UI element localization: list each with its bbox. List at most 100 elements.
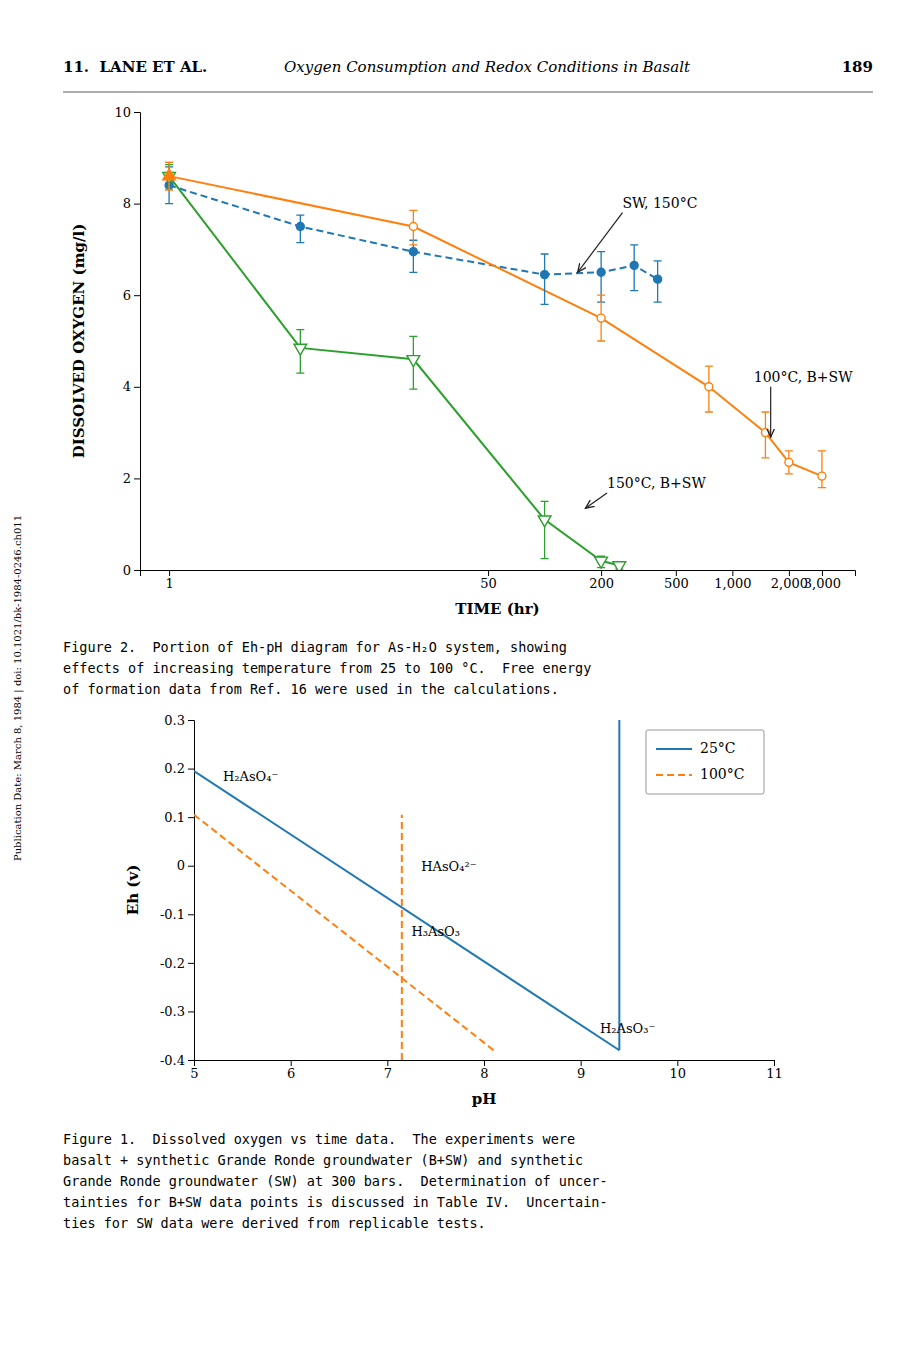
y-tick-label: 10: [114, 105, 131, 120]
x-tick: 500: [664, 570, 689, 591]
x-tick-mark: [789, 570, 790, 576]
annotation-arrow: [585, 493, 607, 508]
error-bar: [296, 215, 304, 242]
error-bar: [541, 501, 549, 558]
error-bar: [597, 295, 605, 341]
error-bar: [654, 261, 662, 302]
y-tick-mark: [188, 1011, 194, 1012]
y-tick-label: -0.3: [160, 1004, 185, 1019]
sidebar: Publication Date: March 8, 1984 | doi: 1…: [12, 515, 24, 861]
y-tick: 0.2: [164, 761, 194, 776]
legend-box: [646, 730, 764, 794]
y-tick: 8: [123, 196, 140, 211]
y-tick-mark: [188, 914, 194, 915]
caption-line: of formation data from Ref. 16 were used…: [63, 681, 559, 697]
caption-line: basalt + synthetic Grande Ronde groundwa…: [63, 1152, 583, 1168]
legend-swatch: [656, 748, 692, 750]
x-tick: 7: [384, 1060, 392, 1081]
x-tick-label: 10: [670, 1066, 687, 1081]
x-tick-label: 6: [287, 1066, 295, 1081]
x-tick-mark: [291, 1060, 292, 1066]
x-axis: 1502005001,0002,0003,000: [141, 570, 856, 591]
x-axis-title: pH: [472, 1090, 497, 1108]
y-tick: -0.3: [160, 1004, 194, 1019]
caption-line: tainties for B+SW data points is discuss…: [63, 1194, 608, 1210]
x-axis-line: [141, 571, 856, 577]
x-tick-mark: [601, 570, 602, 576]
x-tick: 50: [480, 570, 497, 591]
series-marker: [785, 458, 793, 466]
y-axis: -0.4-0.3-0.2-0.100.10.20.3: [160, 713, 195, 1068]
legend-label: 100°C: [700, 766, 744, 782]
caption-line: effects of increasing temperature from 2…: [63, 660, 591, 676]
header-left: 11. LANE ET AL.: [63, 58, 207, 76]
x-axis-title: TIME (hr): [455, 600, 539, 618]
x-tick-label: 8: [480, 1066, 488, 1081]
annotation: 150°C, B+SW: [607, 475, 706, 491]
annotations: H₂AsO₄⁻HAsO₄²⁻H₃AsO₃H₂AsO₃⁻: [223, 769, 655, 1037]
series-marker: [597, 314, 605, 322]
x-tick-label: 11: [766, 1066, 783, 1081]
y-tick-label: 0.2: [164, 761, 185, 776]
series-line: [169, 176, 822, 476]
error-bar: [409, 210, 417, 244]
y-tick-mark: [188, 769, 194, 770]
x-tick: 11: [766, 1060, 783, 1081]
y-tick-label: 4: [123, 379, 131, 394]
x-tick-label: 9: [577, 1066, 585, 1081]
series-marker: [761, 429, 769, 437]
y-tick: 0: [123, 563, 140, 578]
x-tick-label: 3,000: [804, 576, 841, 591]
x-tick: 6: [287, 1060, 295, 1081]
x-tick: 200: [589, 570, 614, 591]
x-tick-mark: [676, 570, 677, 576]
series-marker: [705, 383, 713, 391]
y-tick-label: -0.4: [160, 1053, 185, 1068]
series-marker: [163, 169, 176, 180]
series-marker: [595, 557, 608, 568]
error-bar: [597, 252, 605, 302]
legend-swatch: [656, 774, 692, 776]
y-tick: 0.1: [164, 810, 194, 825]
x-tick-mark: [387, 1060, 388, 1066]
y-tick-mark: [188, 866, 194, 867]
y-tick: 6: [123, 288, 140, 303]
error-bar: [630, 245, 638, 291]
annotation: 100°C, B+SW: [754, 369, 853, 385]
y-tick-mark: [188, 1060, 194, 1061]
y-axis-title: Eh (v): [124, 865, 142, 915]
legend: 25°C100°C: [646, 730, 764, 794]
annotations: SW, 150°C100°C, B+SW150°C, B+SW: [578, 195, 854, 509]
y-tick-mark: [134, 570, 140, 571]
series-marker: [630, 261, 638, 269]
error-bar: [705, 366, 713, 412]
x-tick-mark: [581, 1060, 582, 1066]
plot-area: [163, 162, 826, 570]
series-marker: [294, 344, 307, 355]
annotation: H₂AsO₃⁻: [600, 1021, 655, 1036]
y-axis-line: [188, 721, 195, 1061]
x-tick-mark: [488, 570, 489, 576]
plot-area: [194, 720, 619, 1060]
x-tick-mark: [677, 1060, 678, 1066]
series-line: [169, 176, 619, 565]
header-center: Oxygen Consumption and Redox Conditions …: [284, 58, 691, 76]
x-tick: 2,000: [771, 570, 808, 591]
chart-container: 11. LANE ET AL. Oxygen Consumption and Re…: [0, 0, 900, 1350]
y-tick: 2: [123, 471, 140, 486]
y-tick-mark: [188, 817, 194, 818]
x-tick-mark: [774, 1060, 775, 1066]
error-bar: [818, 451, 826, 488]
series-line: [169, 185, 658, 279]
y-axis-line: [134, 113, 141, 571]
error-bar: [541, 254, 549, 304]
x-tick-mark: [169, 570, 170, 576]
y-tick-mark: [188, 963, 194, 964]
chart: 1502005001,0002,0003,0000246810TIME (hr)…: [70, 105, 856, 618]
x-tick-mark: [732, 570, 733, 576]
annotation-arrow: [770, 387, 771, 438]
y-tick: -0.2: [160, 956, 194, 971]
y-tick-label: 0.3: [164, 713, 185, 728]
x-tick-label: 1,000: [714, 576, 751, 591]
caption-line: Figure 2. Portion of Eh-pH diagram for A…: [63, 639, 567, 655]
